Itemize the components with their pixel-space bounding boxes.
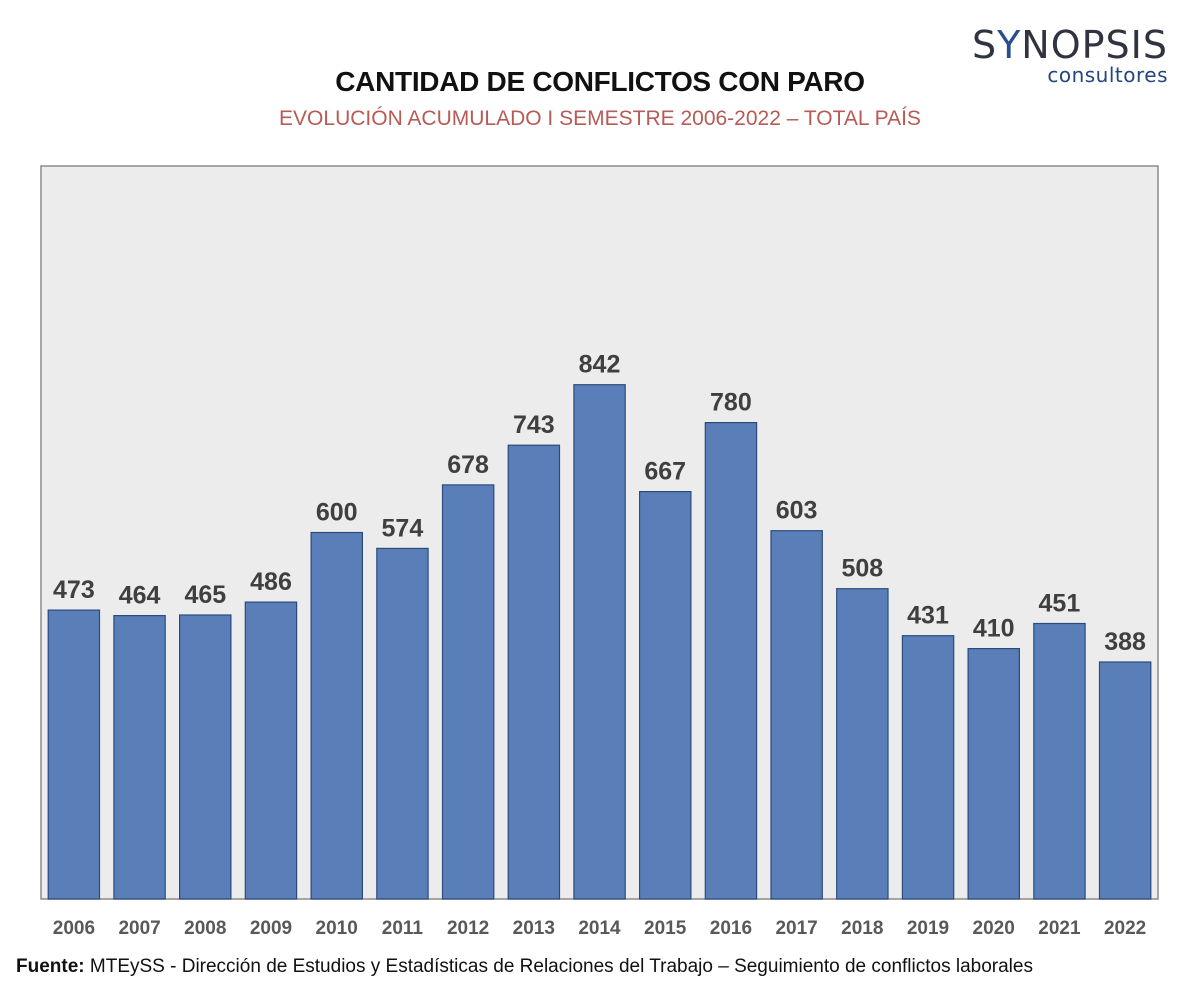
bar-2015 <box>638 491 692 900</box>
x-tick-label-2008: 2008 <box>184 918 226 939</box>
bar-2006 <box>47 609 101 900</box>
x-tick-label-2016: 2016 <box>710 918 752 939</box>
data-label-2015: 667 <box>644 458 686 486</box>
x-tick-label-2020: 2020 <box>973 918 1015 939</box>
data-label-2012: 678 <box>447 451 489 479</box>
chart-title: CANTIDAD DE CONFLICTOS CON PARO <box>335 66 865 97</box>
data-label-2020: 410 <box>973 615 1015 643</box>
bar-2014 <box>573 384 626 900</box>
bar-2019 <box>901 635 955 900</box>
x-tick-label-2010: 2010 <box>316 918 358 939</box>
source-label: Fuente: <box>16 956 85 977</box>
bar-2011 <box>376 547 429 900</box>
bar-2021 <box>1033 622 1086 900</box>
data-label-2017: 603 <box>776 497 818 525</box>
data-label-2011: 574 <box>382 514 424 542</box>
source-footer: Fuente: MTEySS - Dirección de Estudios y… <box>16 956 1033 978</box>
x-tick-label-2014: 2014 <box>578 918 621 939</box>
data-label-2006: 473 <box>53 576 95 604</box>
bar-2008 <box>179 614 232 900</box>
data-label-2010: 600 <box>316 499 358 527</box>
logo-wordmark: SYNOPSIS <box>971 23 1168 67</box>
bar-2013 <box>507 444 561 900</box>
bar-2020 <box>967 647 1020 900</box>
x-tick-label-2013: 2013 <box>513 918 555 939</box>
data-label-2008: 465 <box>184 581 226 609</box>
x-tick-label-2007: 2007 <box>118 918 160 939</box>
bar-2016 <box>704 422 758 900</box>
bar-2018 <box>836 588 889 900</box>
x-tick-label-2017: 2017 <box>775 918 817 939</box>
x-tick-label-2015: 2015 <box>644 918 687 939</box>
data-label-2019: 431 <box>907 602 949 630</box>
chart-subtitle: EVOLUCIÓN ACUMULADO I SEMESTRE 2006-2022… <box>279 107 921 130</box>
x-tick-label-2019: 2019 <box>907 918 949 939</box>
data-label-2022: 388 <box>1104 628 1146 656</box>
data-label-2018: 508 <box>841 555 883 583</box>
bar-2007 <box>113 614 166 900</box>
bar-2012 <box>441 484 495 900</box>
x-tick-label-2011: 2011 <box>382 918 424 939</box>
data-label-2007: 464 <box>119 582 161 610</box>
x-tick-label-2022: 2022 <box>1104 918 1146 939</box>
bar-2010 <box>310 531 364 900</box>
x-tick-label-2012: 2012 <box>447 918 489 939</box>
source-text: MTEySS - Dirección de Estudios y Estadís… <box>84 956 1033 977</box>
data-label-2014: 842 <box>579 351 621 379</box>
x-tick-label-2006: 2006 <box>53 918 95 939</box>
synopsis-logo: SYNOPSIS consultores <box>972 24 1168 86</box>
x-tick-label-2018: 2018 <box>841 918 883 939</box>
x-tick-label-2021: 2021 <box>1038 918 1081 939</box>
bar-2017 <box>770 530 823 900</box>
bar-2009 <box>244 601 298 900</box>
data-label-2016: 780 <box>710 389 752 417</box>
data-label-2009: 486 <box>250 568 292 596</box>
bar-2022 <box>1098 661 1152 900</box>
x-tick-label-2009: 2009 <box>250 918 292 939</box>
data-label-2013: 743 <box>513 411 555 439</box>
data-label-2021: 451 <box>1039 590 1081 618</box>
logo-tagline: consultores <box>1047 63 1168 87</box>
